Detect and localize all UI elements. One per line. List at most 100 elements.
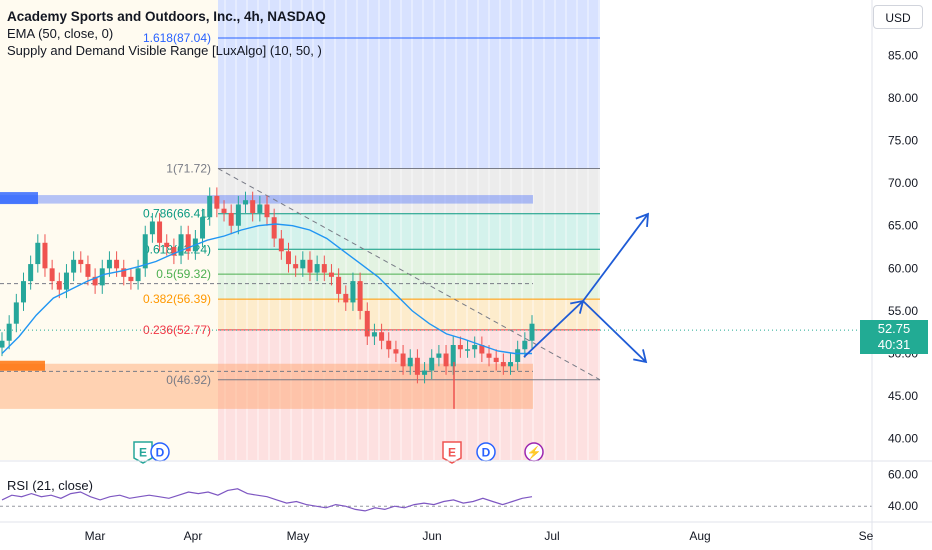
fib-band-orange bbox=[218, 299, 600, 330]
candle-body bbox=[149, 221, 155, 235]
candle-body bbox=[529, 323, 535, 341]
price-tick-label: 80.00 bbox=[888, 91, 918, 105]
fib-level-label: 1(71.72) bbox=[166, 161, 211, 175]
candle-body bbox=[479, 345, 485, 354]
candle-body bbox=[49, 268, 55, 282]
candle-body bbox=[508, 362, 514, 367]
rsi-pane: RSI (21, close) bbox=[0, 460, 932, 512]
candle-body bbox=[364, 310, 370, 337]
time-tick-label: Jun bbox=[422, 529, 441, 543]
candle-body bbox=[436, 353, 442, 358]
candle-body bbox=[157, 221, 163, 243]
candle-body bbox=[271, 217, 277, 239]
candle-body bbox=[185, 234, 191, 252]
candle-body bbox=[228, 212, 234, 226]
arrow-down bbox=[582, 300, 647, 363]
rsi-tick-label: 60.00 bbox=[888, 468, 918, 482]
candle-body bbox=[285, 251, 291, 265]
earnings-glyph: E bbox=[139, 446, 147, 460]
candle-body bbox=[278, 238, 284, 252]
candle-body bbox=[343, 293, 349, 303]
candle-body bbox=[486, 353, 492, 358]
candle-body bbox=[178, 234, 184, 256]
candle-body bbox=[407, 357, 413, 367]
candle-body bbox=[221, 208, 227, 213]
price-tick-label: 75.00 bbox=[888, 134, 918, 148]
candle-body bbox=[400, 353, 406, 367]
arrow-down-head bbox=[633, 349, 648, 364]
candle-body bbox=[42, 242, 48, 269]
fib-band-red bbox=[218, 329, 600, 460]
fib-projection-box bbox=[218, 0, 600, 169]
candle-body bbox=[214, 195, 220, 209]
bar-countdown: 40:31 bbox=[877, 337, 911, 352]
earnings-glyph: E bbox=[448, 446, 456, 460]
candle-body bbox=[422, 370, 428, 375]
candle-body bbox=[321, 264, 327, 273]
candle-body bbox=[71, 259, 77, 273]
candle-body bbox=[293, 264, 299, 269]
candle-body bbox=[257, 204, 263, 213]
last-price-tag: 52.75 40:31 bbox=[860, 320, 928, 354]
candle-body bbox=[135, 268, 141, 282]
candle-body bbox=[106, 259, 112, 269]
arrow-up-short bbox=[523, 300, 584, 358]
candle-body bbox=[393, 349, 399, 354]
candle-body bbox=[336, 276, 342, 294]
candle-body bbox=[171, 247, 177, 256]
candle-body bbox=[114, 259, 120, 269]
time-tick-label: Se bbox=[859, 529, 874, 543]
candle-body bbox=[207, 195, 213, 218]
candle-body bbox=[328, 272, 334, 277]
candle-body bbox=[429, 357, 435, 371]
ema-path bbox=[1, 223, 532, 355]
price-tick-label: 65.00 bbox=[888, 219, 918, 233]
fib-level-label: 0(46.92) bbox=[166, 373, 211, 387]
price-tick-label: 55.00 bbox=[888, 304, 918, 318]
fib-band-grey bbox=[218, 168, 600, 214]
demand-zone-profile bbox=[0, 360, 45, 371]
candle-body bbox=[0, 340, 5, 348]
rsi-tick-label: 40.00 bbox=[888, 499, 918, 513]
projection-arrows bbox=[523, 212, 650, 364]
fib-level-label: 0.5(59.32) bbox=[156, 267, 211, 281]
candle-body bbox=[522, 340, 528, 350]
candle-body bbox=[250, 200, 256, 213]
candle-body bbox=[63, 272, 69, 290]
arrow-up-long bbox=[582, 213, 649, 302]
fib-level-label: 0.382(56.39) bbox=[143, 292, 211, 306]
candle-body bbox=[35, 242, 41, 265]
price-tick-label: 45.00 bbox=[888, 389, 918, 403]
rsi-legend: RSI (21, close) bbox=[7, 478, 93, 493]
candlesticks bbox=[0, 187, 535, 409]
candle-body bbox=[128, 276, 134, 282]
candle-body bbox=[121, 268, 127, 277]
candle-body bbox=[28, 264, 34, 282]
candle-body bbox=[235, 204, 241, 226]
ema-legend[interactable]: EMA (50, close, 0) bbox=[7, 26, 114, 41]
candle-body bbox=[386, 340, 392, 350]
candle-body bbox=[314, 264, 320, 273]
candle-body bbox=[350, 281, 356, 303]
candle-body bbox=[264, 204, 270, 218]
time-tick-label: Mar bbox=[85, 529, 106, 543]
supply-demand-legend[interactable]: Supply and Demand Visible Range [LuxAlgo… bbox=[7, 43, 322, 58]
candle-body bbox=[500, 362, 506, 367]
candle-body bbox=[20, 281, 26, 303]
candle-body bbox=[414, 357, 420, 375]
time-tick-label: Aug bbox=[689, 529, 710, 543]
supply-zone-profile bbox=[0, 192, 38, 205]
candle-body bbox=[99, 268, 105, 286]
candle-body bbox=[56, 281, 62, 290]
candle-body bbox=[6, 323, 12, 341]
time-tick-label: Jul bbox=[544, 529, 559, 543]
price-tick-label: 70.00 bbox=[888, 176, 918, 190]
price-tick-label: 60.00 bbox=[888, 261, 918, 275]
currency-button[interactable]: USD bbox=[873, 5, 923, 29]
candle-body bbox=[300, 259, 306, 269]
candle-body bbox=[379, 332, 385, 341]
fib-level-label: 0.618(62.24) bbox=[143, 242, 211, 256]
candle-body bbox=[200, 217, 206, 239]
